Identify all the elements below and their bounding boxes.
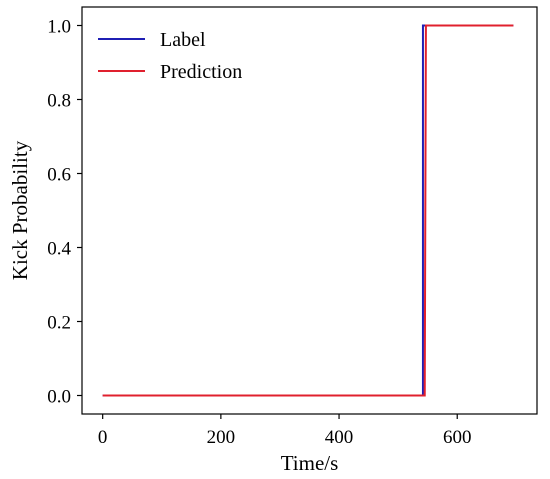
y-tick-label: 0.4 (47, 239, 71, 260)
y-tick-label: 0.8 (47, 91, 71, 112)
x-tick-label: 200 (207, 427, 236, 448)
legend: Label Prediction (98, 29, 242, 83)
y-tick-label: 0.0 (47, 387, 71, 408)
y-tick-label: 0.2 (47, 313, 71, 334)
x-axis-label: Time/s (281, 451, 339, 475)
plot-frame (81, 6, 538, 415)
x-tick-label: 400 (325, 427, 354, 448)
y-axis-label: Kick Probability (8, 140, 32, 280)
y-tick-label: 1.0 (47, 17, 71, 38)
series-line-2 (102, 24, 514, 397)
y-tick-label: 0.6 (47, 165, 71, 186)
plot-lines (102, 24, 514, 397)
x-axis: 0 200 400 600 (98, 414, 472, 448)
x-tick-label: 0 (98, 427, 108, 448)
x-tick-label: 600 (443, 427, 472, 448)
y-axis: 0.0 0.2 0.4 0.6 0.8 1.0 (47, 17, 82, 408)
legend-label: Label (160, 29, 206, 51)
legend-label: Prediction (160, 61, 242, 83)
